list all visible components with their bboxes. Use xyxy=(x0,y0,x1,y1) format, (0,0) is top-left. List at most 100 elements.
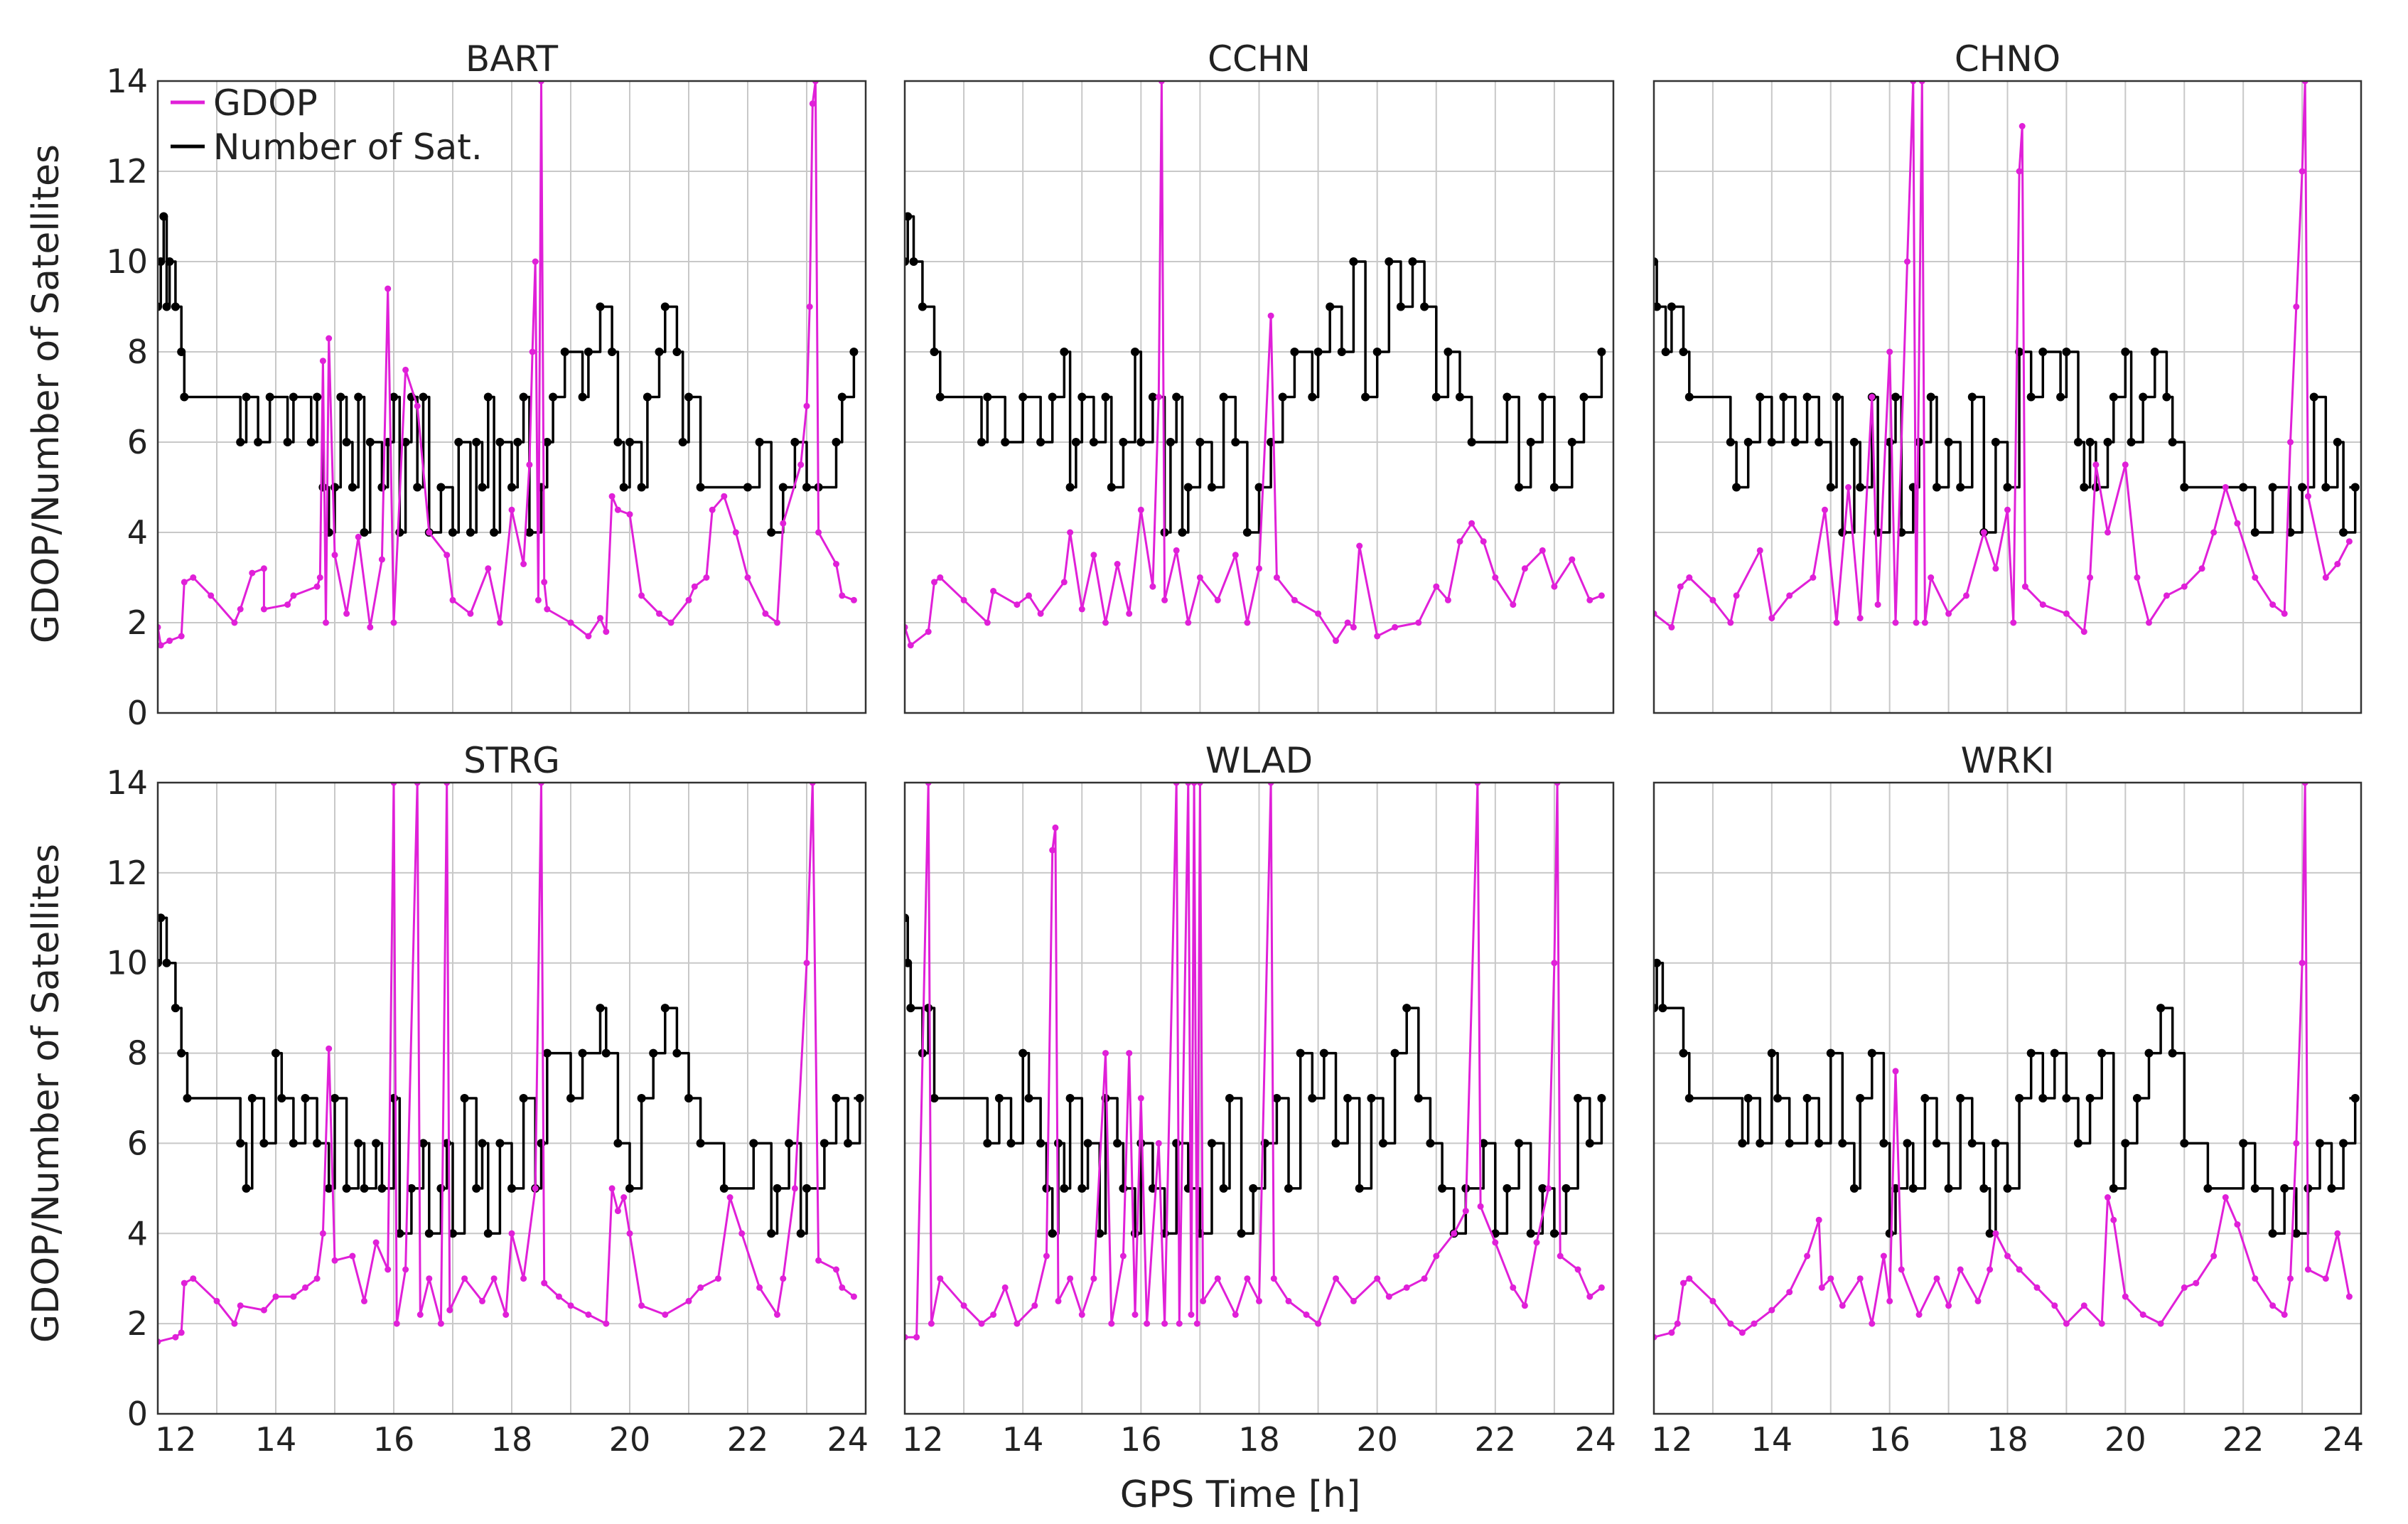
data-point-number-of-sat-strg xyxy=(785,1139,794,1148)
data-point-number-of-sat-strg xyxy=(637,1094,646,1102)
data-point-gdop-bart xyxy=(762,610,769,617)
data-point-number-of-sat-strg xyxy=(472,1184,481,1193)
data-point-gdop-cchn xyxy=(1185,619,1192,626)
data-point-number-of-sat-wrki xyxy=(1944,1184,1953,1193)
data-point-number-of-sat-cchn xyxy=(1579,392,1589,402)
data-point-gdop-cchn xyxy=(1569,556,1576,563)
data-point-gdop-chno xyxy=(2181,583,2188,590)
data-point-number-of-sat-bart xyxy=(608,348,617,356)
data-point-number-of-sat-cchn xyxy=(1231,438,1240,446)
data-point-number-of-sat-chno xyxy=(1654,302,1662,311)
data-point-gdop-cchn xyxy=(1196,574,1203,581)
data-point-gdop-wlad xyxy=(1510,1284,1517,1291)
data-point-number-of-sat-wrki xyxy=(2144,1048,2154,1058)
data-point-gdop-wrki xyxy=(1987,1266,1994,1273)
data-point-gdop-bart xyxy=(529,348,536,355)
data-point-number-of-sat-bart xyxy=(619,483,628,492)
data-point-number-of-sat-chno xyxy=(2321,483,2331,492)
data-point-number-of-sat-wlad xyxy=(1083,1139,1092,1148)
data-point-number-of-sat-bart xyxy=(395,528,404,537)
data-point-gdop-wlad xyxy=(990,1311,997,1318)
data-point-number-of-sat-strg xyxy=(844,1139,853,1148)
panel-title-wrki: WRKI xyxy=(1961,740,2055,781)
data-point-gdop-bart xyxy=(721,493,728,500)
data-point-gdop-wrki xyxy=(2210,1252,2218,1260)
data-point-gdop-wlad xyxy=(1551,960,1558,967)
data-point-gdop-bart xyxy=(181,579,188,586)
data-point-number-of-sat-cchn xyxy=(1077,392,1087,402)
data-point-gdop-wrki xyxy=(1709,1297,1716,1304)
data-point-number-of-sat-bart xyxy=(289,392,298,402)
data-point-number-of-sat-bart xyxy=(625,438,634,446)
data-point-number-of-sat-bart xyxy=(542,438,552,446)
data-point-number-of-sat-strg xyxy=(419,1139,428,1148)
data-point-gdop-chno xyxy=(1686,574,1693,581)
data-point-gdop-bart xyxy=(385,285,392,292)
data-point-number-of-sat-bart xyxy=(584,348,593,356)
data-point-gdop-wrki xyxy=(2033,1284,2041,1291)
data-point-gdop-strg xyxy=(349,1252,356,1260)
data-point-number-of-sat-wrki xyxy=(1802,1094,1812,1102)
data-point-number-of-sat-wrki xyxy=(2050,1048,2059,1058)
data-point-gdop-strg xyxy=(620,1194,628,1201)
data-point-gdop-chno xyxy=(2234,520,2241,527)
data-point-number-of-sat-wlad xyxy=(905,913,909,923)
data-point-gdop-strg xyxy=(231,1320,238,1327)
data-point-gdop-wlad xyxy=(1176,1320,1183,1327)
data-point-number-of-sat-chno xyxy=(1926,392,1935,402)
data-point-number-of-sat-strg xyxy=(448,1229,457,1238)
data-point-number-of-sat-chno xyxy=(2350,483,2360,492)
data-point-gdop-bart xyxy=(467,610,474,617)
data-point-gdop-chno xyxy=(1856,615,1864,622)
data-point-number-of-sat-bart xyxy=(660,302,670,311)
y-tick-label: 8 xyxy=(127,333,148,371)
data-point-number-of-sat-chno xyxy=(2239,483,2248,492)
data-point-gdop-strg xyxy=(402,1266,409,1273)
data-point-number-of-sat-strg xyxy=(855,1094,864,1102)
data-point-gdop-wrki xyxy=(1768,1306,1775,1314)
data-point-gdop-cchn xyxy=(1126,610,1133,617)
data-point-gdop-bart xyxy=(426,529,433,536)
data-point-gdop-wrki xyxy=(1839,1302,1846,1309)
panel-cchn: CCHN xyxy=(903,38,1615,714)
data-point-gdop-wlad xyxy=(1533,1239,1540,1246)
data-point-gdop-cchn xyxy=(1415,619,1422,626)
data-point-number-of-sat-wlad xyxy=(1526,1229,1535,1238)
data-point-number-of-sat-wrki xyxy=(1920,1094,1930,1102)
panel-title-cchn: CCHN xyxy=(1208,38,1311,80)
data-point-gdop-wlad xyxy=(1462,1208,1469,1215)
data-point-gdop-chno xyxy=(2092,461,2100,468)
data-point-gdop-chno xyxy=(1921,619,1928,626)
data-point-gdop-cchn xyxy=(1137,506,1144,513)
data-point-number-of-sat-bart xyxy=(507,483,516,492)
data-point-number-of-sat-bart xyxy=(655,348,664,356)
data-point-number-of-sat-wlad xyxy=(1402,1004,1412,1013)
data-point-gdop-wrki xyxy=(1992,1230,1999,1237)
data-point-number-of-sat-bart xyxy=(348,483,357,492)
data-point-number-of-sat-cchn xyxy=(1183,483,1193,492)
data-point-number-of-sat-wrki xyxy=(1991,1139,2000,1148)
data-point-gdop-wrki xyxy=(1933,1275,1940,1282)
y-tick-label: 12 xyxy=(106,854,148,892)
data-point-gdop-cchn xyxy=(1060,579,1068,586)
data-point-gdop-wrki xyxy=(1727,1320,1734,1327)
data-point-gdop-wlad xyxy=(1477,1203,1484,1210)
data-point-gdop-cchn xyxy=(1551,583,1558,590)
x-tick-label: 20 xyxy=(609,1420,651,1459)
data-point-number-of-sat-cchn xyxy=(1065,483,1075,492)
data-point-number-of-sat-wrki xyxy=(1654,958,1662,967)
data-point-number-of-sat-wlad xyxy=(1538,1184,1547,1193)
data-point-gdop-bart xyxy=(313,583,321,590)
data-point-gdop-strg xyxy=(614,1208,621,1215)
legend-gdop-label: GDOP xyxy=(213,82,318,124)
data-point-number-of-sat-wlad xyxy=(1367,1094,1376,1102)
data-point-gdop-wrki xyxy=(2304,1266,2311,1273)
data-point-number-of-sat-chno xyxy=(2085,438,2095,446)
data-point-gdop-bart xyxy=(414,402,421,409)
data-point-number-of-sat-wlad xyxy=(1479,1139,1488,1148)
data-point-gdop-cchn xyxy=(990,588,997,594)
data-point-number-of-sat-strg xyxy=(301,1094,310,1102)
data-point-number-of-sat-wlad xyxy=(1331,1139,1340,1148)
series-line-gdop-wlad xyxy=(905,783,1603,1338)
data-point-gdop-wrki xyxy=(2299,960,2306,967)
